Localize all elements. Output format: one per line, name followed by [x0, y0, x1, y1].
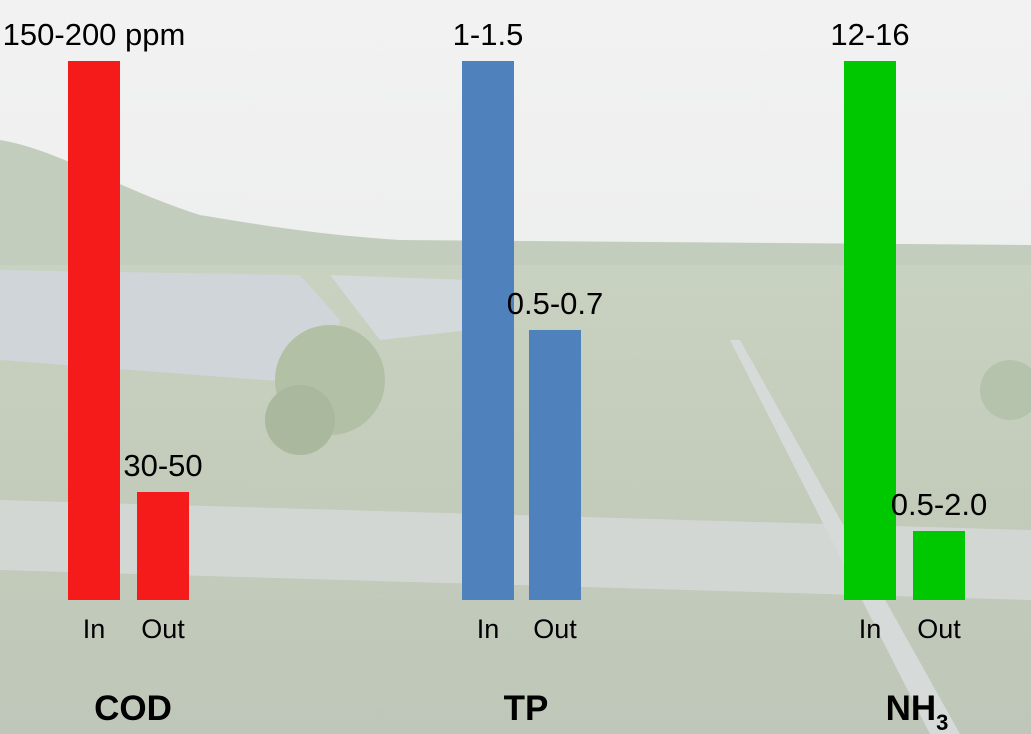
bar — [462, 61, 514, 600]
value-label: 12-16 — [830, 17, 909, 52]
value-label: 0.5-2.0 — [891, 487, 988, 522]
slide: 150-200 ppm In 30-50 Out COD 1-1.5 In 0.5-0.7 Ou… — [0, 0, 1031, 734]
bar — [68, 61, 120, 600]
value-label: 0.5-0.7 — [507, 286, 604, 321]
bar-label: In — [477, 614, 500, 644]
value-label: 150-200 ppm — [3, 17, 186, 52]
bar-label: In — [859, 614, 882, 644]
bar-label: In — [83, 614, 106, 644]
bar-label: Out — [917, 614, 961, 644]
value-label: 1-1.5 — [453, 17, 524, 52]
group-name-text: TP — [504, 689, 549, 728]
bar-label: Out — [141, 614, 185, 644]
group-name-text: NH — [886, 689, 937, 728]
group-name-subscript: 3 — [936, 710, 948, 734]
group-name: COD — [94, 689, 172, 728]
group-name: TP — [504, 689, 549, 728]
bar — [137, 492, 189, 600]
value-label: 30-50 — [123, 448, 202, 483]
group-name-text: COD — [94, 689, 172, 728]
bar — [913, 531, 965, 600]
bar-label: Out — [533, 614, 577, 644]
bar — [844, 61, 896, 600]
bar — [529, 330, 581, 600]
